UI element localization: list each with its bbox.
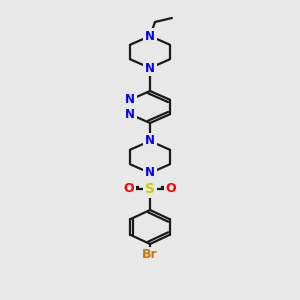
Text: O: O bbox=[124, 182, 134, 196]
Text: N: N bbox=[145, 61, 155, 74]
Text: N: N bbox=[145, 167, 155, 179]
Text: N: N bbox=[125, 93, 135, 106]
Text: Br: Br bbox=[142, 248, 158, 262]
Text: N: N bbox=[145, 134, 155, 148]
Text: N: N bbox=[145, 29, 155, 43]
Text: O: O bbox=[166, 182, 176, 196]
Text: N: N bbox=[125, 108, 135, 121]
Text: S: S bbox=[145, 182, 155, 196]
